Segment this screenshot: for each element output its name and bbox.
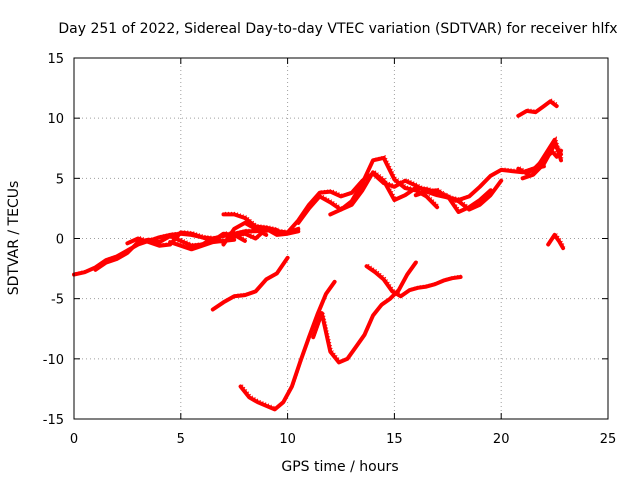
series-line-trace-18 [311,260,418,365]
chart-title: Day 251 of 2022, Sidereal Day-to-day VTE… [58,21,617,37]
series-line-trace-3 [125,230,247,248]
x-tick-label: 5 [177,432,185,447]
y-tick-labels: -15 -10 -5 0 5 10 15 [43,52,64,428]
series-jitter-trace-18 [313,260,419,363]
y-tick-label: 15 [47,52,64,67]
series-jitter-trace-19 [367,263,463,296]
tick-layer [73,57,609,420]
series-line-trace-4 [221,220,269,247]
x-tick-label: 10 [279,432,296,447]
x-tick-label: 25 [600,432,617,447]
y-axis-title: SDTVAR / TECUs [6,181,22,296]
series-line-trace-5 [168,237,237,252]
series-jitter-trace-6 [225,211,279,230]
y-tick-label: -15 [43,413,64,428]
x-tick-labels: 0 5 10 15 20 25 [70,432,616,447]
series-jitter-trace-4 [224,220,269,244]
series-line-trace-7 [285,164,546,235]
series-jitter-trace-3 [128,229,247,246]
y-tick-label: -10 [43,353,64,368]
x-tick-label: 15 [386,432,403,447]
x-tick-label: 0 [70,432,78,447]
series-jitter-trace-2 [96,226,301,270]
x-axis-title: GPS time / hours [281,459,398,475]
series-jitter-trace-17 [241,279,337,410]
series-jitter-trace-15 [548,231,566,248]
y-tick-label: -5 [51,293,64,308]
y-tick-label: 5 [56,172,64,187]
series-jitter-trace-8 [298,155,440,222]
series-jitter-trace-5 [171,237,236,249]
series-line-trace-19 [364,264,463,299]
series-jitter-trace-13 [519,148,564,174]
series-layer [72,98,566,412]
y-tick-label: 10 [47,112,64,127]
series-line-trace-6 [221,212,279,233]
x-tick-label: 20 [493,432,510,447]
y-tick-label: 0 [56,233,64,248]
